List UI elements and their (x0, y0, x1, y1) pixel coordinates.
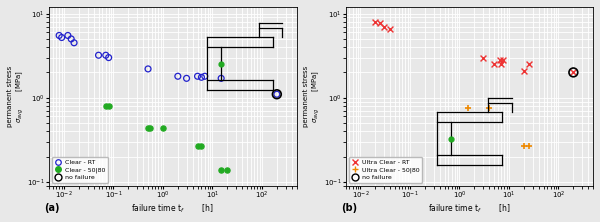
Point (524, 144, 533, 147)
Point (569, 71, 578, 74)
Point (143, 126, 153, 129)
Point (67, 37, 76, 41)
Point (379, 25, 389, 28)
Point (57, 36, 67, 39)
Point (489, 62, 499, 66)
Point (223, 168, 232, 171)
X-axis label: failure time t$_f$        [h]: failure time t$_f$ [h] (131, 202, 214, 215)
Point (193, 144, 202, 147)
Point (463, 107, 473, 110)
Point (478, 56, 488, 59)
Point (145, 126, 155, 129)
Legend: Ultra Clear - RT, Ultra Clear - 50|80, no failure: Ultra Clear - RT, Ultra Clear - 50|80, n… (349, 157, 422, 182)
Point (498, 58, 508, 62)
Point (197, 75, 206, 79)
Point (569, 71, 578, 74)
Point (495, 58, 505, 62)
Point (376, 21, 385, 24)
Point (197, 144, 206, 147)
Point (496, 62, 506, 66)
Point (519, 69, 529, 72)
Point (371, 20, 380, 24)
Point (272, 93, 281, 96)
Point (104, 104, 113, 108)
Point (101, 54, 110, 57)
Legend: Clear - RT, Clear - 50|80, no failure: Clear - RT, Clear - 50|80, no failure (52, 157, 108, 182)
Point (217, 168, 226, 171)
Point (173, 74, 182, 78)
Point (217, 77, 226, 80)
Point (182, 77, 191, 80)
Point (158, 126, 168, 129)
Text: (b): (b) (341, 203, 357, 213)
X-axis label: failure time t$_f$        [h]: failure time t$_f$ [h] (428, 202, 511, 215)
Text: (a): (a) (44, 203, 59, 213)
Point (63, 34, 73, 37)
Point (519, 144, 529, 147)
Point (484, 107, 494, 110)
Y-axis label: permanent stress
$\sigma_{avg}$        [MPa]: permanent stress $\sigma_{avg}$ [MPa] (7, 66, 26, 127)
Point (385, 28, 395, 31)
Point (272, 93, 281, 96)
Y-axis label: permanent stress
$\sigma_{avg}$        [MPa]: permanent stress $\sigma_{avg}$ [MPa] (304, 66, 322, 127)
Point (55, 34, 64, 37)
Point (94, 54, 103, 57)
Point (193, 74, 202, 78)
Point (69, 41, 79, 45)
Point (101, 104, 110, 108)
Point (143, 67, 153, 71)
Point (524, 62, 533, 66)
Point (104, 56, 113, 59)
Point (200, 74, 209, 78)
